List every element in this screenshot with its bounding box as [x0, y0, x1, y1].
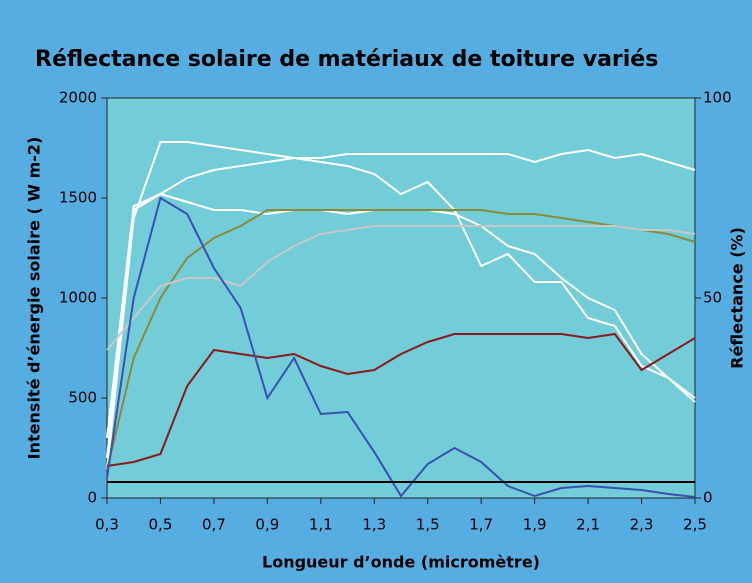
- x-axis-label: Longueur d’onde (micromètre): [262, 553, 540, 572]
- chart-title: Réflectance solaire de matériaux de toit…: [35, 47, 658, 72]
- y-tick-label: 2000: [59, 89, 97, 107]
- y-tick-label: 500: [68, 389, 97, 407]
- y-tick-label: 1500: [59, 189, 97, 207]
- y-axis-label: Intensité d’énergie solaire ( W m-2): [25, 137, 44, 460]
- x-tick-label: 1,7: [469, 516, 493, 534]
- series-line: [106, 332, 696, 467]
- x-tick-label: 2,1: [576, 516, 600, 534]
- x-tick-label: 0,7: [202, 516, 226, 534]
- x-tick-label: 0,9: [255, 516, 279, 534]
- x-tick-label: 0,5: [149, 516, 173, 534]
- y2-tick-label: 50: [703, 289, 722, 307]
- x-tick-label: 2,5: [683, 516, 707, 534]
- series-line: [106, 225, 696, 351]
- series-line: [106, 148, 696, 459]
- y-tick-label: 1000: [59, 289, 97, 307]
- x-tick-label: 1,3: [362, 516, 386, 534]
- x-tick-label: 0,3: [95, 516, 119, 534]
- x-tick-label: 1,5: [416, 516, 440, 534]
- x-tick-label: 1,1: [309, 516, 333, 534]
- x-tick-label: 1,9: [523, 516, 547, 534]
- y2-tick-label: 0: [703, 489, 713, 507]
- y2-tick-label: 100: [703, 89, 732, 107]
- plot-area: [106, 97, 696, 499]
- x-tick-label: 2,3: [630, 516, 654, 534]
- series-line: [106, 209, 696, 471]
- series-line: [106, 196, 696, 498]
- y-tick-label: 0: [87, 489, 97, 507]
- y2-axis-label: Réflectance (%): [728, 227, 747, 369]
- series-line: [106, 141, 696, 471]
